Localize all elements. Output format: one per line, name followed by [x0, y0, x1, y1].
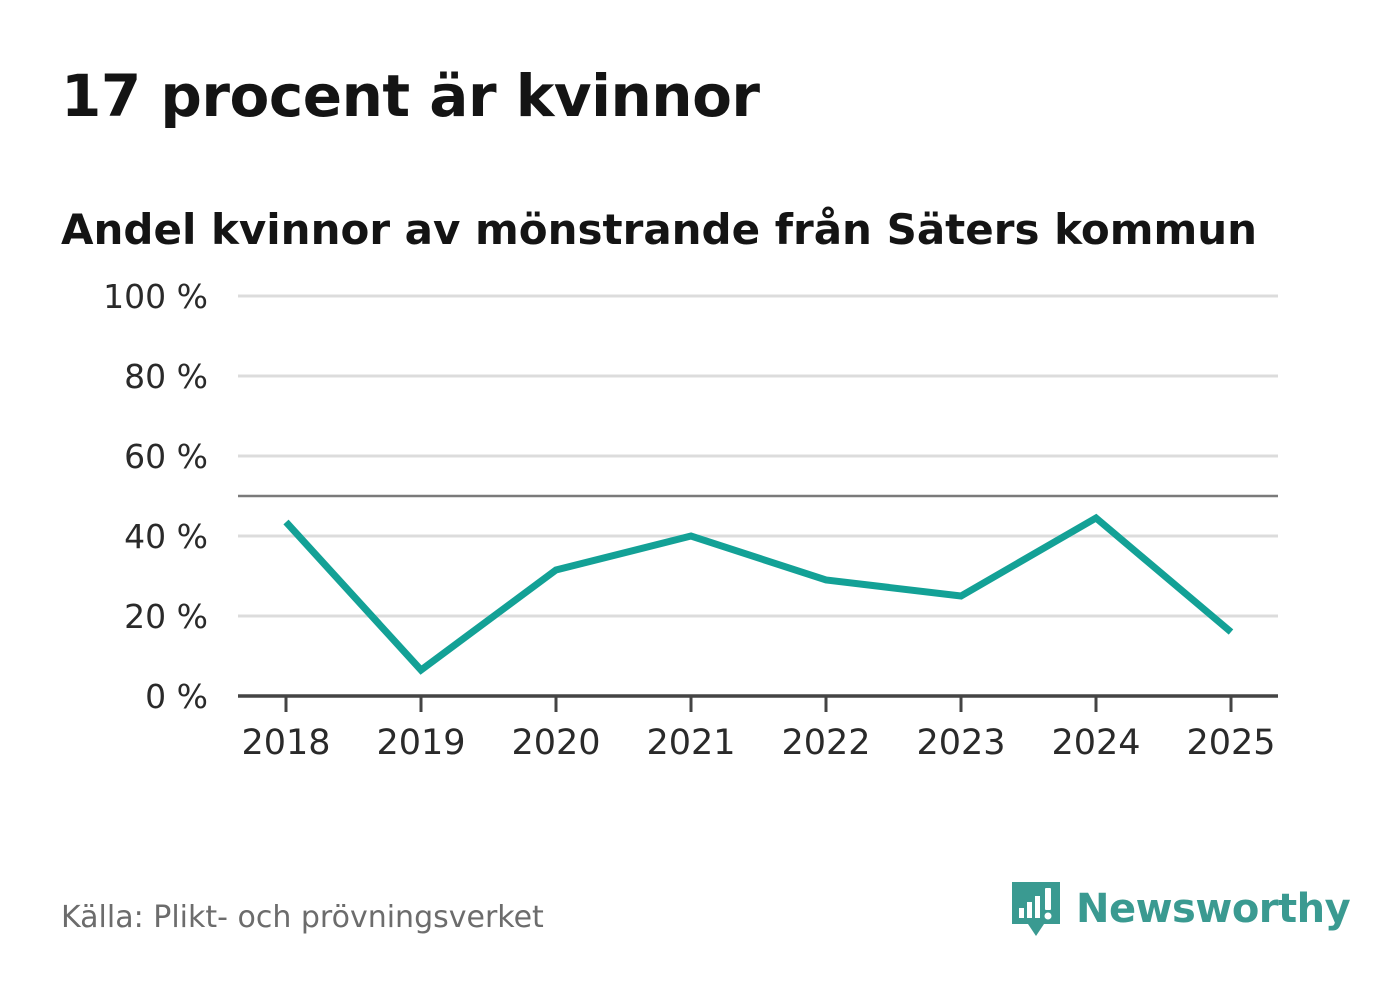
- brand-logo[interactable]: Newsworthy: [1010, 878, 1351, 940]
- chart-subtitle: Andel kvinnor av mönstrande från Säters …: [61, 205, 1258, 254]
- y-tick-label: 80 %: [124, 357, 208, 396]
- y-tick-label: 100 %: [103, 277, 208, 316]
- y-tick-label: 40 %: [124, 517, 208, 556]
- x-tick-label: 2020: [511, 723, 600, 763]
- x-tick-label: 2019: [376, 723, 465, 763]
- y-tick-label: 60 %: [124, 437, 208, 476]
- x-tick-label: 2021: [646, 723, 735, 763]
- series-line: [283, 513, 1234, 675]
- newsworthy-logo-icon: [1012, 882, 1060, 936]
- y-tick-label: 0 %: [145, 677, 208, 716]
- x-tick-label: 2023: [916, 723, 1005, 763]
- source-note: Källa: Plikt- och prövningsverket: [61, 900, 544, 935]
- x-tick-label: 2022: [781, 723, 870, 763]
- x-tick-label: 2025: [1186, 723, 1275, 763]
- y-tick-label: 20 %: [124, 597, 208, 636]
- chart-title: 17 procent är kvinnor: [61, 62, 760, 130]
- x-tick-label: 2024: [1051, 723, 1140, 763]
- x-tick-label: 2018: [241, 723, 330, 763]
- brand-name: Newsworthy: [1076, 886, 1351, 932]
